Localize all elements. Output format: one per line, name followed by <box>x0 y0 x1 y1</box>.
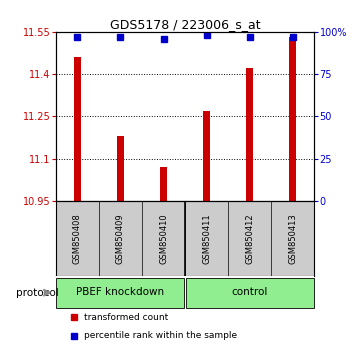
Text: PBEF knockdown: PBEF knockdown <box>76 287 164 297</box>
Bar <box>160 167 167 201</box>
Bar <box>74 57 81 201</box>
Bar <box>203 111 210 201</box>
Bar <box>117 136 124 201</box>
Text: percentile rank within the sample: percentile rank within the sample <box>84 331 238 341</box>
Text: GSM850410: GSM850410 <box>159 213 168 264</box>
Bar <box>56 278 184 308</box>
Text: control: control <box>232 287 268 297</box>
Text: GSM850408: GSM850408 <box>73 213 82 264</box>
Text: protocol: protocol <box>16 288 59 298</box>
Text: transformed count: transformed count <box>84 313 169 321</box>
Title: GDS5178 / 223006_s_at: GDS5178 / 223006_s_at <box>110 18 260 31</box>
Text: GSM850412: GSM850412 <box>245 213 254 264</box>
Bar <box>186 278 314 308</box>
Text: GSM850411: GSM850411 <box>202 213 211 264</box>
Text: GSM850409: GSM850409 <box>116 213 125 264</box>
Text: GSM850413: GSM850413 <box>288 213 297 264</box>
Bar <box>246 68 253 201</box>
Bar <box>289 38 296 201</box>
